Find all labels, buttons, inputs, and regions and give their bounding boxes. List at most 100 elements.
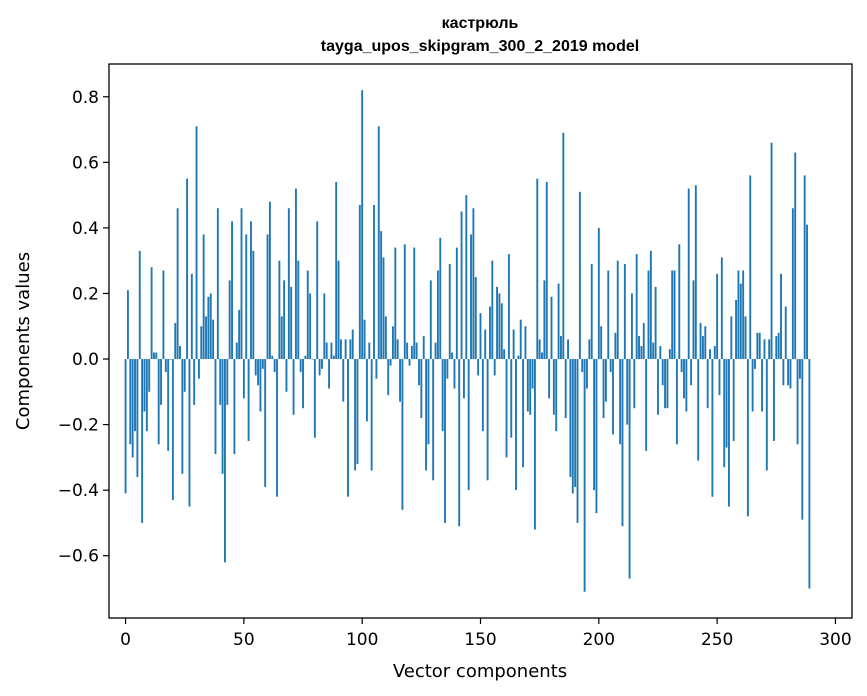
bar-164 [512,329,515,360]
bar-224 [654,286,657,360]
bar-242 [697,359,700,461]
bar-115 [396,339,399,360]
y-tick-label: 0.6 [72,153,99,173]
bar-23 [179,345,181,360]
bar-252 [720,257,723,360]
bar-78 [309,293,312,360]
x-tick-label: 150 [464,630,496,650]
bar-2 [129,359,132,445]
bar-287 [803,175,806,360]
bar-126 [422,336,425,360]
bar-22 [176,208,179,360]
bar-140 [455,247,458,360]
bar-69 [287,208,290,360]
bar-166 [517,355,520,360]
bar-204 [607,270,610,360]
bar-178 [545,182,548,360]
bar-226 [659,345,662,360]
bar-17 [164,359,167,373]
bar-81 [316,221,319,360]
bar-76 [304,355,307,360]
bar-201 [600,326,603,360]
bar-111 [387,359,390,396]
bar-9 [145,359,148,432]
bar-207 [614,332,617,360]
bar-151 [481,359,484,432]
bar-272 [768,339,771,360]
bar-26 [186,178,189,360]
bar-77 [306,270,309,360]
bar-175 [538,339,541,360]
bar-205 [609,359,612,373]
x-tick-label: 0 [120,630,131,650]
bar-133 [439,237,442,360]
bar-247 [709,349,711,360]
bar-211 [623,263,626,360]
bar-238 [687,188,690,360]
bar-87 [330,342,333,360]
bar-100 [361,90,364,360]
bar-66 [280,316,283,360]
bar-138 [451,352,454,360]
bar-161 [505,359,508,458]
bar-71 [292,359,295,415]
bar-174 [536,178,539,360]
chart-title-line1: кастрюль [442,15,519,32]
bar-135 [444,359,446,523]
bar-152 [484,329,487,360]
bar-56 [257,359,260,386]
bar-53 [250,221,252,360]
bar-234 [678,244,681,360]
bar-95 [349,339,352,360]
bar-258 [735,300,737,360]
bar-244 [701,336,704,360]
bar-191 [576,359,579,523]
bar-237 [685,359,688,412]
bar-163 [510,359,513,438]
bar-44 [228,280,231,360]
bar-197 [590,263,593,360]
y-tick-label: 0.2 [72,284,99,304]
bar-188 [569,359,572,478]
bar-228 [664,359,667,409]
bar-86 [328,359,330,389]
bar-288 [806,224,808,360]
bar-58 [261,359,264,369]
bar-259 [737,270,740,360]
bar-173 [533,359,536,530]
bar-27 [188,359,191,507]
bar-128 [427,359,430,445]
bar-79 [311,359,314,360]
bar-198 [593,359,596,491]
x-tick-label: 300 [819,630,851,650]
bar-89 [335,182,338,360]
bar-196 [588,339,591,360]
bar-64 [276,359,278,497]
bar-158 [498,293,501,360]
bar-6 [138,250,141,360]
bar-212 [626,359,629,425]
bar-21 [174,322,177,360]
bar-150 [479,313,482,360]
bar-65 [278,260,281,360]
bar-32 [200,326,203,360]
x-tick-label: 200 [583,630,615,650]
bar-62 [271,355,274,360]
bar-250 [716,273,719,360]
bar-42 [224,359,226,563]
bar-41 [221,359,224,474]
bar-232 [673,270,676,360]
bar-183 [557,283,560,360]
bar-143 [462,359,465,399]
bar-107 [377,126,380,360]
bar-236 [683,359,685,399]
bar-88 [332,355,335,360]
bar-120 [408,359,411,366]
bar-129 [429,280,432,360]
bar-37 [212,319,215,360]
bar-155 [491,260,494,360]
bar-144 [465,195,468,360]
x-tick-label: 50 [233,630,255,650]
bar-59 [264,359,267,487]
